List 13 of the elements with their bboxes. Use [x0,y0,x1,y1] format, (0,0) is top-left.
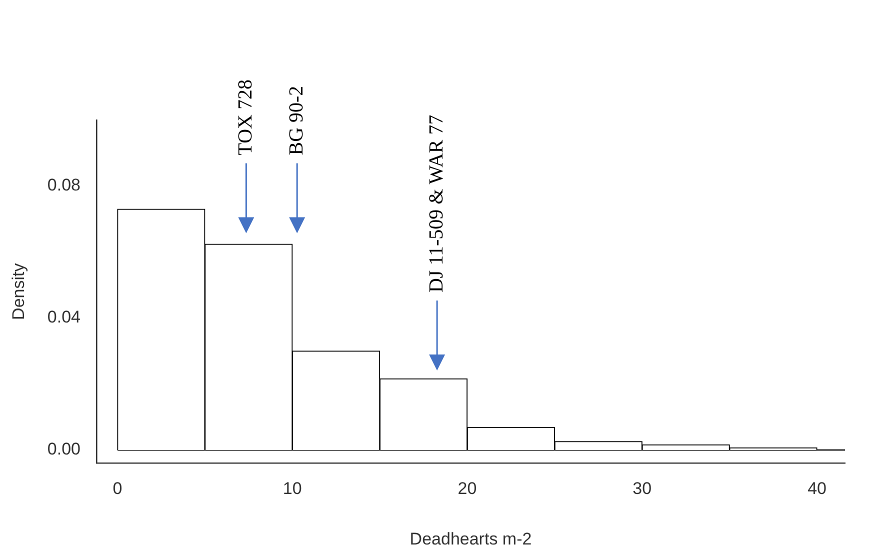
annotation: BG 90-2 [285,86,308,156]
x-tick-label: 40 [808,479,826,498]
annotation: DJ 11-509 & WAR 77 [425,114,448,293]
x-tick-label: 0 [112,479,122,498]
y-tick-label: 0.08 [47,176,80,195]
x-axis-title: Deadhearts m-2 [410,529,532,548]
x-tick-label: 30 [632,479,652,498]
y-axis-title: Density [8,262,28,320]
x-tick-label: 10 [282,479,302,498]
y-tick-label: 0.04 [47,308,80,327]
annotation: TOX 728 [234,80,256,156]
x-tick-label: 20 [458,479,477,498]
y-tick-label: 0.00 [47,440,80,459]
